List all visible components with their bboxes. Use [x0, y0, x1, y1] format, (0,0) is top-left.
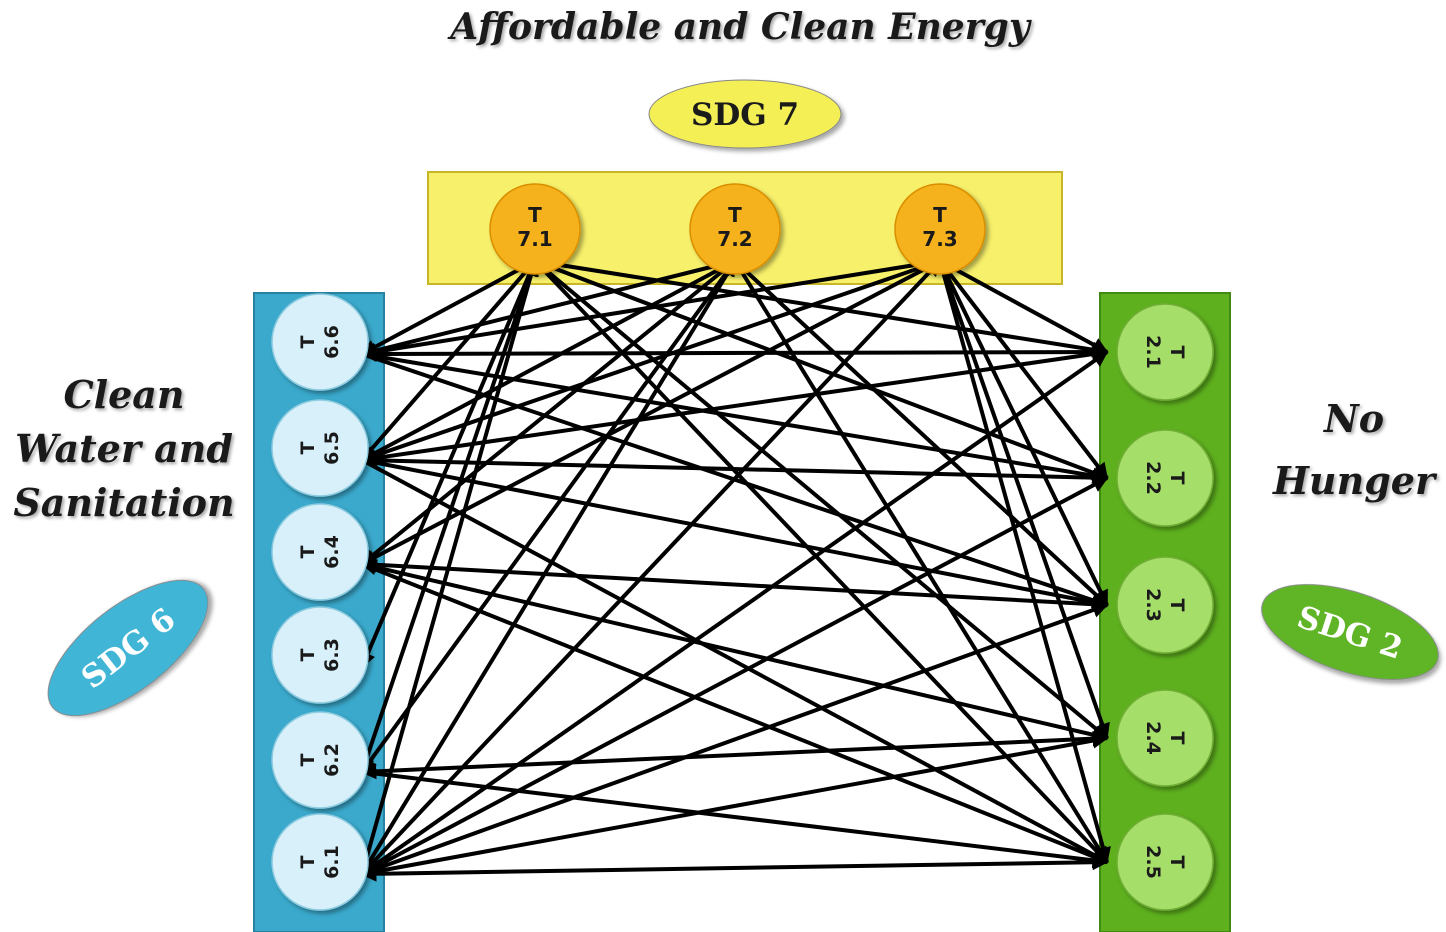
target-circle-2.2 [1116, 429, 1214, 527]
target-circle-6.4 [271, 503, 369, 601]
left-label-line-3: Sanitation [13, 480, 235, 525]
target-circle-2.4 [1116, 689, 1214, 787]
sdg6-badge-shape [47, 579, 209, 717]
target-prefix-2.2: T [1166, 472, 1188, 485]
target-prefix-6.1: T [297, 855, 319, 868]
target-circle-2.1 [1116, 303, 1214, 401]
target-number-6.3: 6.3 [321, 638, 343, 672]
target-node-2.2[interactable]: T2.2 [1116, 429, 1214, 527]
link-6.5-2.1 [360, 346, 1109, 466]
link-6.5-2.5 [361, 458, 1109, 864]
link-6.4-2.5 [361, 562, 1109, 865]
target-prefix-2.1: T [1166, 346, 1188, 359]
target-node-6.6[interactable]: T 6.6 [271, 293, 369, 391]
target-prefix-2.5: T [1166, 856, 1188, 869]
sdg2-badge-shape [1261, 584, 1439, 680]
link-6.1-2.5 [360, 854, 1109, 882]
target-prefix-7.1: T [528, 203, 542, 227]
target-prefix-7.3: T [933, 203, 947, 227]
target-node-7.2[interactable]: T7.2 [689, 183, 781, 275]
target-node-6.5[interactable]: T 6.5 [271, 399, 369, 497]
link-7.3-2.1 [938, 259, 1109, 354]
target-circle-2.3 [1116, 556, 1214, 654]
target-node-2.5[interactable]: T2.5 [1116, 813, 1214, 911]
target-prefix-6.6: T [297, 335, 319, 348]
link-6.5-2.2 [361, 458, 1109, 486]
target-node-6.1[interactable]: T 6.1 [271, 813, 369, 911]
link-6.1-2.3 [361, 602, 1109, 876]
target-number-6.5: 6.5 [321, 431, 343, 465]
target-node-6.2[interactable]: T 6.2 [271, 711, 369, 809]
link-6.2-2.4 [360, 730, 1109, 780]
diagram-title: Affordable and Clean Energy [450, 6, 1030, 48]
target-prefix-6.3: T [297, 648, 319, 661]
sdg7-badge: SDG 7 [648, 79, 842, 149]
target-number-2.5: 2.5 [1142, 845, 1164, 879]
sdg2-badge: SDG 2 [1261, 584, 1439, 680]
target-number-2.3: 2.3 [1142, 588, 1164, 622]
link-7.2-6.5 [360, 259, 737, 462]
right-label-line-1: No [1323, 396, 1385, 441]
target-node-7.3[interactable]: T7.3 [894, 183, 986, 275]
link-6.1-2.1 [360, 350, 1109, 876]
target-prefix-6.2: T [297, 753, 319, 766]
right-label: No Hunger [1262, 388, 1446, 512]
sdg6-badge: SDG 6 [47, 579, 209, 717]
target-prefix-2.3: T [1166, 599, 1188, 612]
target-node-2.1[interactable]: T2.1 [1116, 303, 1214, 401]
left-label-line-1: Clean [63, 372, 185, 417]
target-number-2.2: 2.2 [1142, 461, 1164, 495]
sdg7-badge-shape [648, 79, 842, 149]
link-6.6-2.1 [360, 344, 1109, 362]
target-number-6.6: 6.6 [321, 325, 343, 359]
target-number-6.1: 6.1 [321, 845, 343, 879]
target-node-6.3[interactable]: T 6.3 [271, 606, 369, 704]
target-node-2.4[interactable]: T2.4 [1116, 689, 1214, 787]
target-circle-6.3 [271, 606, 369, 704]
target-prefix-7.2: T [728, 203, 742, 227]
link-6.1-2.4 [361, 732, 1109, 876]
target-circle-6.6 [271, 293, 369, 391]
target-number-7.2: 7.2 [717, 227, 752, 251]
target-number-6.2: 6.2 [321, 743, 343, 777]
target-circle-7.3 [894, 183, 986, 275]
sdg7-badge-label: SDG 7 [691, 97, 799, 133]
target-number-7.1: 7.1 [517, 227, 552, 251]
link-6.4-2.4 [360, 559, 1109, 743]
target-node-6.4[interactable]: T 6.4 [271, 503, 369, 601]
target-circle-2.5 [1116, 813, 1214, 911]
target-prefix-6.4: T [297, 545, 319, 558]
target-number-2.1: 2.1 [1142, 335, 1164, 369]
right-label-line-2: Hunger [1273, 458, 1435, 503]
target-circle-7.2 [689, 183, 781, 275]
target-node-2.3[interactable]: T2.3 [1116, 556, 1214, 654]
target-circle-6.2 [271, 711, 369, 809]
target-number-2.4: 2.4 [1142, 721, 1164, 755]
target-number-7.3: 7.3 [922, 227, 957, 251]
target-prefix-6.5: T [297, 441, 319, 454]
target-circle-7.1 [489, 183, 581, 275]
target-prefix-2.4: T [1166, 732, 1188, 745]
target-circle-6.1 [271, 813, 369, 911]
target-number-6.4: 6.4 [321, 535, 343, 569]
target-circle-6.5 [271, 399, 369, 497]
left-label-line-2: Water and [15, 426, 233, 471]
left-label: Clean Water and Sanitation [0, 368, 248, 530]
link-6.1-2.2 [361, 476, 1109, 876]
target-node-7.1[interactable]: T7.1 [489, 183, 581, 275]
